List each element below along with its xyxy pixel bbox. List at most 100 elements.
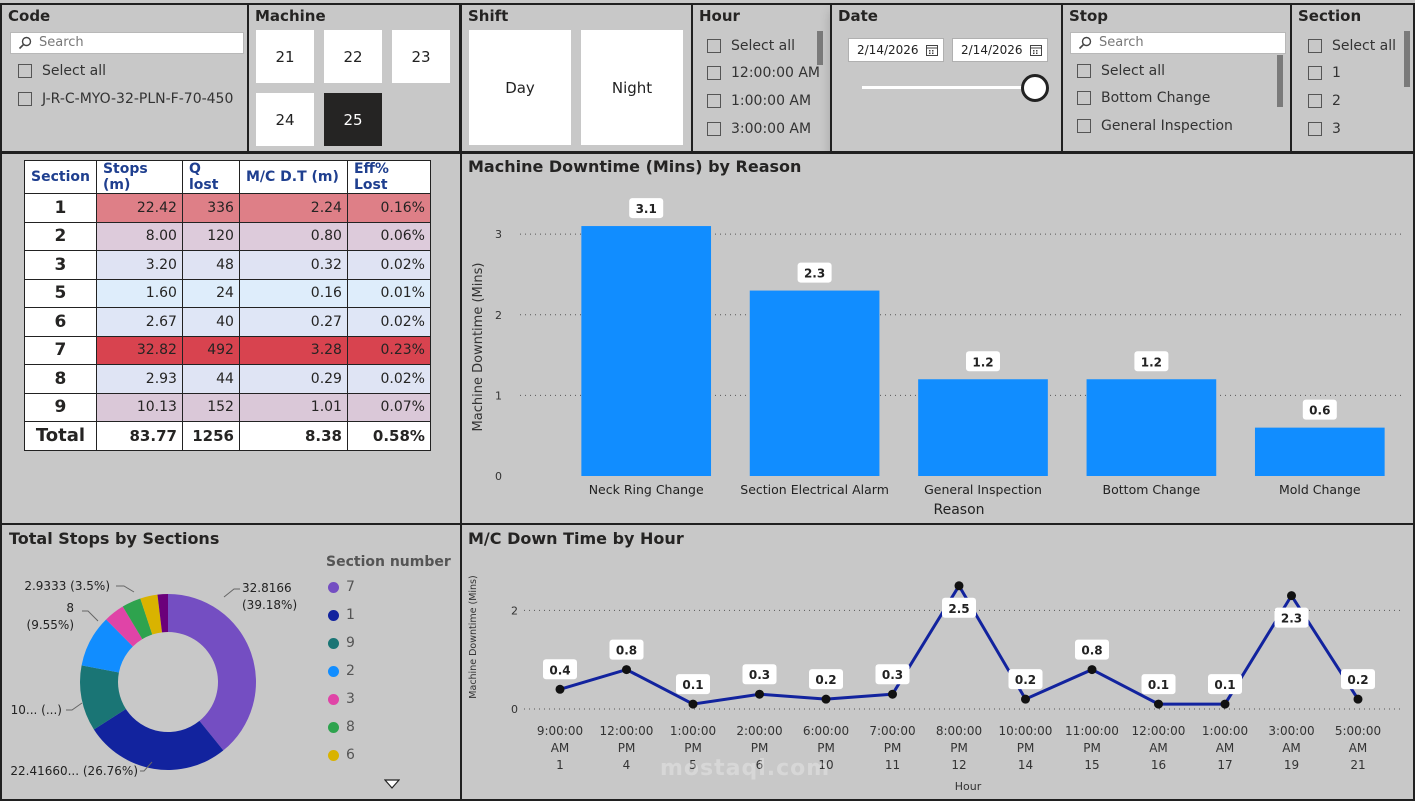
- table-row[interactable]: 2 8.00 120 0.80 0.06%: [24, 221, 431, 251]
- table-row[interactable]: 6 2.67 40 0.27 0.02%: [24, 307, 431, 337]
- donut-slice[interactable]: [140, 594, 163, 635]
- table-row[interactable]: 1 22.42 336 2.24 0.16%: [24, 193, 431, 223]
- legend-item[interactable]: 7: [328, 579, 355, 595]
- checkbox-icon[interactable]: [18, 64, 32, 78]
- date-slicer: Date 2/14/2026 2/14/2026: [830, 3, 1063, 153]
- start-date-input[interactable]: 2/14/2026: [848, 38, 944, 62]
- stop-select-all[interactable]: Select all: [1077, 63, 1165, 79]
- x-tick-label: 15: [1084, 758, 1099, 772]
- data-label-box: [629, 198, 664, 219]
- x-tick-label: 12:00:00: [600, 724, 654, 738]
- section-item[interactable]: 3: [1308, 121, 1341, 137]
- hour-select-all[interactable]: Select all: [707, 38, 795, 54]
- code-search-input[interactable]: Search: [10, 32, 244, 54]
- checkbox-icon[interactable]: [1308, 66, 1322, 80]
- data-point: [954, 581, 964, 591]
- legend-item[interactable]: 9: [328, 635, 355, 651]
- column-header[interactable]: Eff% Lost: [346, 160, 431, 194]
- legend-item[interactable]: 2: [328, 663, 355, 679]
- stop-scrollbar[interactable]: [1277, 55, 1283, 107]
- checkbox-icon[interactable]: [1077, 91, 1091, 105]
- legend-item[interactable]: 1: [328, 607, 355, 623]
- date-range-track: [862, 86, 1032, 89]
- checkbox-icon[interactable]: [707, 39, 721, 53]
- donut-slice[interactable]: [79, 665, 126, 730]
- data-label-box: [797, 262, 832, 283]
- calendar-icon[interactable]: [1030, 44, 1042, 56]
- stops-cell: 3.20: [95, 250, 183, 280]
- x-tick-label: General Inspection: [924, 482, 1042, 497]
- end-date-input[interactable]: 2/14/2026: [952, 38, 1048, 62]
- dt-cell: 3.28: [238, 335, 348, 365]
- watermark: mostaql.com: [660, 756, 831, 781]
- legend-item[interactable]: 3: [328, 691, 355, 707]
- checkbox-icon[interactable]: [707, 94, 721, 108]
- column-header[interactable]: Q lost: [181, 160, 240, 194]
- donut-slice[interactable]: [93, 708, 224, 770]
- x-tick-label: 5:00:00: [1335, 724, 1381, 738]
- shift-tile-day[interactable]: Day: [469, 30, 571, 145]
- donut-slice[interactable]: [168, 594, 256, 751]
- donut-slice[interactable]: [106, 606, 143, 647]
- callout-label: (9.55%): [27, 618, 74, 632]
- donut-slice[interactable]: [122, 598, 153, 640]
- section-scrollbar[interactable]: [1404, 31, 1410, 87]
- checkbox-icon[interactable]: [18, 92, 32, 106]
- table-total-row[interactable]: Total 83.77 1256 8.38 0.58%: [24, 421, 431, 451]
- machine-slicer: Machine 21 22 23 24 25: [247, 3, 461, 153]
- hour-item[interactable]: 1:00:00 AM: [707, 93, 811, 109]
- machine-tile-24[interactable]: 24: [256, 93, 314, 146]
- table-row[interactable]: 8 2.93 44 0.29 0.02%: [24, 364, 431, 394]
- table-row[interactable]: 3 3.20 48 0.32 0.02%: [24, 250, 431, 280]
- checkbox-icon[interactable]: [1308, 39, 1322, 53]
- column-header[interactable]: Stops (m): [95, 160, 183, 194]
- machine-tile-21[interactable]: 21: [256, 30, 314, 83]
- column-header[interactable]: Section: [24, 160, 97, 194]
- x-tick-label: 9:00:00: [537, 724, 583, 738]
- x-tick-label: 11:00:00: [1065, 724, 1119, 738]
- column-header[interactable]: M/C D.T (m): [238, 160, 348, 194]
- checkbox-icon[interactable]: [1308, 94, 1322, 108]
- checkbox-icon[interactable]: [707, 66, 721, 80]
- table-row[interactable]: 5 1.60 24 0.16 0.01%: [24, 278, 431, 308]
- hour-item[interactable]: 3:00:00 AM: [707, 121, 811, 137]
- checkbox-icon[interactable]: [1077, 119, 1091, 133]
- machine-tile-22[interactable]: 22: [324, 30, 382, 83]
- section-item[interactable]: 1: [1308, 65, 1341, 81]
- table-row[interactable]: 9 10.13 152 1.01 0.07%: [24, 392, 431, 422]
- y-axis-title: Machine Downtime (Mins): [471, 263, 486, 432]
- machine-tile-23[interactable]: 23: [392, 30, 450, 83]
- data-label: 2.3: [1281, 612, 1302, 626]
- legend-color-dot: [328, 721, 339, 733]
- section-select-all[interactable]: Select all: [1308, 38, 1396, 54]
- shift-tile-night[interactable]: Night: [581, 30, 683, 145]
- calendar-icon[interactable]: [926, 44, 938, 56]
- checkbox-icon[interactable]: [707, 122, 721, 136]
- stop-item[interactable]: General Inspection: [1077, 118, 1233, 134]
- stop-item[interactable]: Bottom Change: [1077, 90, 1210, 106]
- stop-search-input[interactable]: Search: [1070, 32, 1286, 54]
- x-axis-title: Hour: [955, 780, 982, 793]
- stops-cell: 83.77: [95, 421, 183, 451]
- code-item[interactable]: J-R-C-MYO-32-PLN-F-70-450: [18, 91, 233, 107]
- checkbox-icon[interactable]: [1308, 122, 1322, 136]
- hour-item[interactable]: 12:00:00 AM: [707, 65, 820, 81]
- date-range-handle[interactable]: [1021, 74, 1049, 102]
- code-select-all[interactable]: Select all: [18, 63, 106, 79]
- section-item[interactable]: 2: [1308, 93, 1341, 109]
- donut-slice[interactable]: [81, 619, 133, 673]
- table-row[interactable]: 7 32.82 492 3.28 0.23%: [24, 335, 431, 365]
- donut-slice[interactable]: [157, 594, 168, 633]
- legend-item[interactable]: 6: [328, 747, 355, 763]
- legend-item[interactable]: 8: [328, 719, 355, 735]
- machine-tile-25[interactable]: 25: [324, 93, 382, 146]
- callout-label: 22.41660... (26.76%): [10, 764, 138, 778]
- data-label: 0.8: [1081, 644, 1102, 658]
- legend-scroll-down-icon[interactable]: [384, 779, 400, 789]
- x-tick-label: Neck Ring Change: [589, 482, 704, 497]
- legend-label: 1: [346, 607, 355, 623]
- legend-color-dot: [328, 581, 339, 593]
- hour-scrollbar[interactable]: [817, 31, 823, 65]
- checkbox-icon[interactable]: [1077, 64, 1091, 78]
- data-label-box: [742, 664, 777, 685]
